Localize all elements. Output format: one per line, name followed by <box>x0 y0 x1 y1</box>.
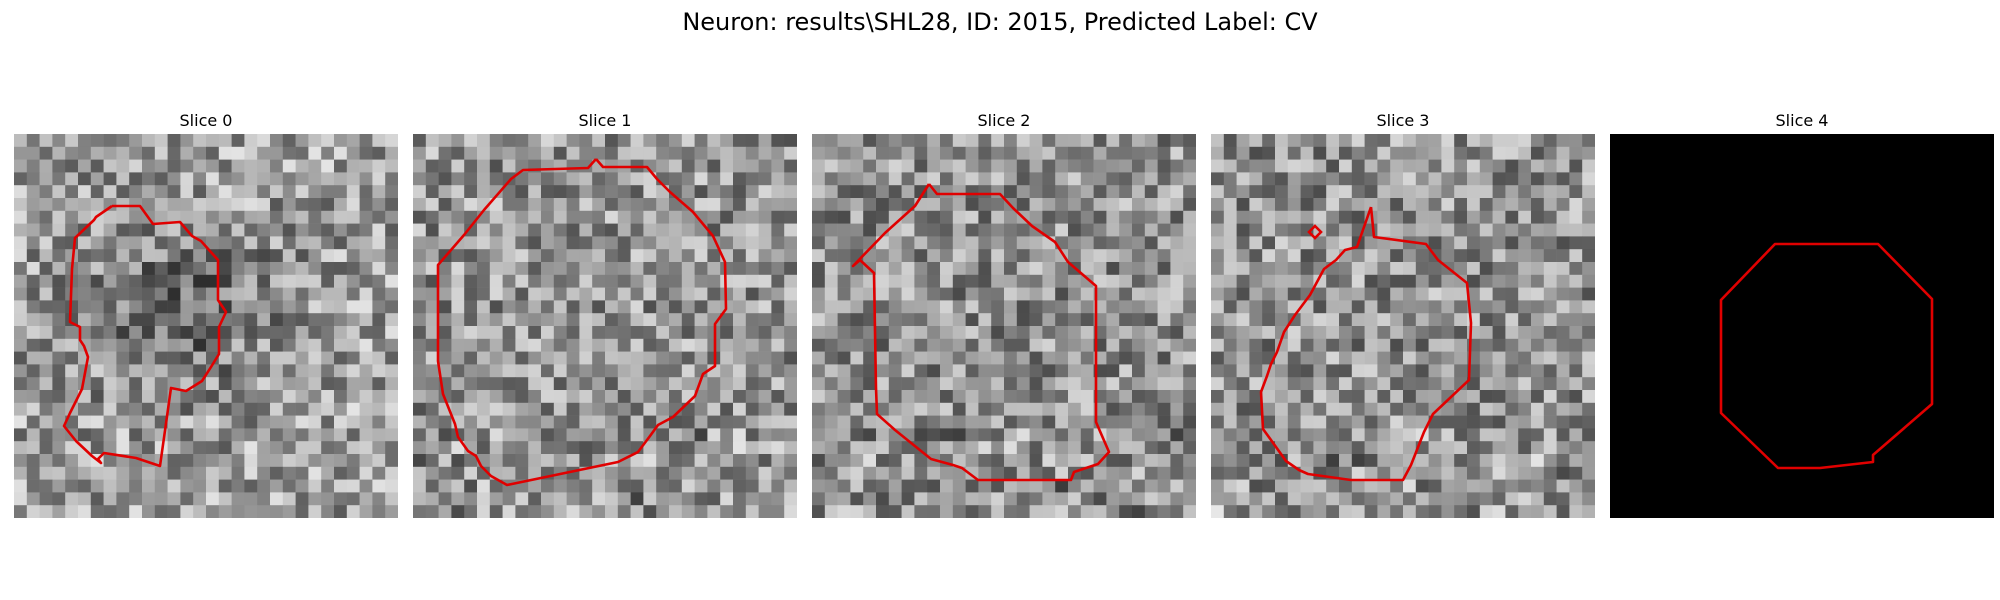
slice-image-1 <box>413 134 797 518</box>
roi-marker <box>1307 224 1323 240</box>
slice-title-0: Slice 0 <box>179 111 233 130</box>
slice-title-2: Slice 2 <box>977 111 1031 130</box>
roi-contour <box>436 158 728 487</box>
grayscale-pixels <box>14 134 398 518</box>
slice-image-0 <box>14 134 398 518</box>
figure-title: Neuron: results\SHL28, ID: 2015, Predict… <box>682 8 1318 36</box>
slice-panel-1: Slice 1 <box>413 110 797 518</box>
slice-image-2 <box>812 134 1196 518</box>
roi-contour <box>1259 206 1473 482</box>
grayscale-pixels <box>1211 134 1595 518</box>
slice-panel-2: Slice 2 <box>812 110 1196 518</box>
slice-title-3: Slice 3 <box>1376 111 1430 130</box>
slice-title-4: Slice 4 <box>1775 111 1829 130</box>
grayscale-pixels <box>812 134 1196 518</box>
roi-contour <box>1719 242 1934 470</box>
roi-contour <box>851 183 1111 482</box>
roi-contour <box>62 204 228 468</box>
slice-image-3 <box>1211 134 1595 518</box>
slice-title-1: Slice 1 <box>578 111 632 130</box>
slice-panel-3: Slice 3 <box>1211 110 1595 518</box>
slice-image-4 <box>1610 134 1994 518</box>
black-background <box>1610 134 1994 518</box>
slice-panel-0: Slice 0 <box>14 110 398 518</box>
slice-panel-4: Slice 4 <box>1610 110 1994 518</box>
grayscale-pixels <box>413 134 797 518</box>
